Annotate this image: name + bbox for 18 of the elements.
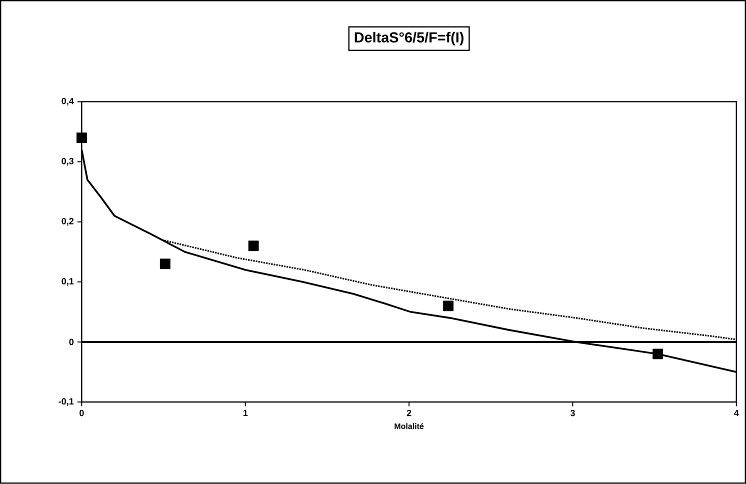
y-tick-label: -0,1 [58, 398, 74, 406]
chart-title: DeltaS°6/5/F=f(I) [354, 32, 464, 46]
x-axis-title: Molalité [394, 423, 424, 430]
y-tick-label: 0,1 [62, 278, 74, 286]
x-tick-label: 2 [406, 410, 412, 416]
point [652, 348, 664, 360]
x-tick-label: 3 [570, 410, 575, 416]
y-tick-label: 0,2 [62, 218, 74, 226]
x-tick-label: 0 [80, 410, 84, 416]
point [76, 132, 87, 144]
y-tick-label: 0 [69, 338, 74, 346]
point [443, 300, 454, 312]
x-tick-label: 4 [734, 410, 739, 416]
y-tick-label: 0,3 [62, 158, 74, 166]
point [160, 258, 170, 270]
y-tick-label: 0,4 [62, 98, 74, 106]
x-tick-label: 1 [243, 410, 248, 416]
point [248, 240, 259, 252]
